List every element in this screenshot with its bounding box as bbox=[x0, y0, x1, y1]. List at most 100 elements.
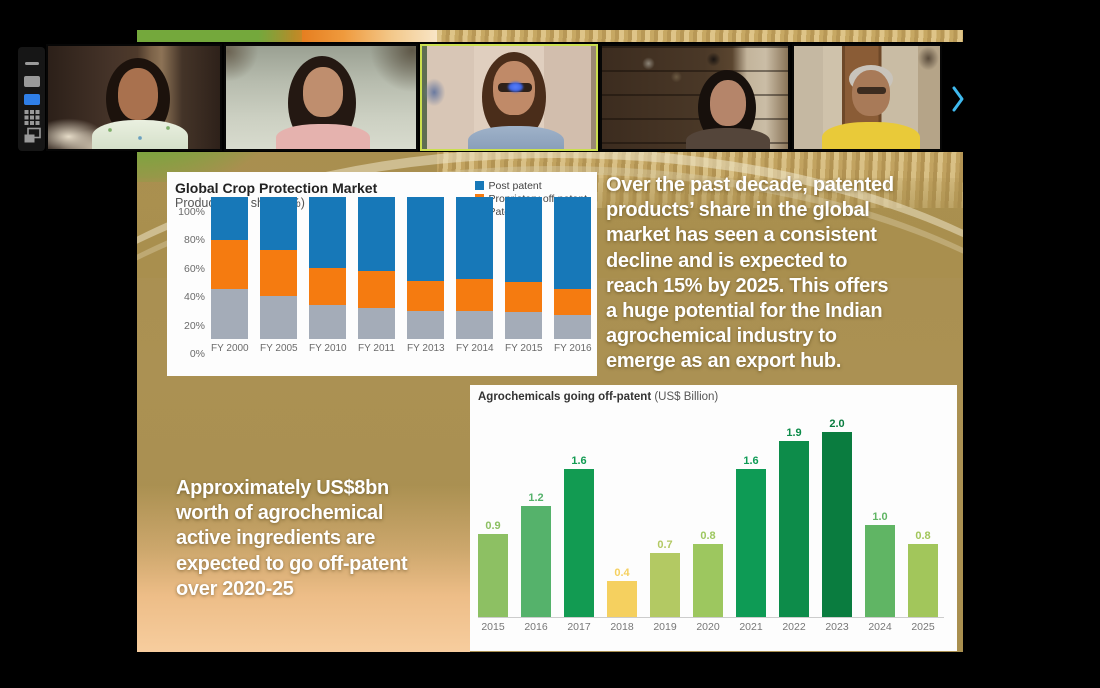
participant-video-4[interactable] bbox=[600, 44, 790, 151]
y-tick-label: 80% bbox=[183, 234, 205, 247]
x-tick-label: FY 2005 bbox=[260, 343, 298, 354]
y-tick-label: 100% bbox=[178, 206, 205, 218]
bar-value-label: 1.6 bbox=[571, 455, 587, 467]
bar-segment-proprietary-off-patent bbox=[554, 289, 591, 315]
bar-stack bbox=[358, 197, 395, 339]
bar bbox=[607, 581, 637, 618]
collapse-filmstrip-button[interactable] bbox=[22, 55, 42, 71]
bar-value-label: 0.7 bbox=[657, 539, 673, 551]
bar-column: 1.9 2022 bbox=[779, 427, 809, 633]
bar-stack bbox=[309, 197, 346, 339]
x-tick-label: 2016 bbox=[524, 621, 548, 633]
person-torso bbox=[276, 124, 370, 149]
bar-segment-patent bbox=[505, 312, 542, 339]
slide-gradient-corner bbox=[137, 485, 470, 652]
grid-icon bbox=[24, 109, 39, 125]
person-torso bbox=[92, 120, 188, 149]
bar-segment-patent bbox=[211, 289, 248, 339]
y-tick-label: 40% bbox=[183, 291, 205, 304]
chart-title-row: Agrochemicals going off-patent (US$ Bill… bbox=[470, 385, 957, 407]
bar-segment-proprietary-off-patent bbox=[456, 279, 493, 311]
bar-stack bbox=[554, 197, 591, 339]
x-tick-label: FY 2015 bbox=[505, 343, 543, 354]
bar-segment-post-patent bbox=[407, 197, 444, 281]
x-tick-label: FY 2000 bbox=[211, 343, 249, 354]
bar-segment-post-patent bbox=[554, 197, 591, 290]
x-tick-label: 2020 bbox=[696, 621, 720, 633]
more-participants-button[interactable] bbox=[950, 84, 966, 119]
chart-title: Agrochemicals going off-patent bbox=[478, 391, 652, 403]
chart-title: Global Crop Protection Market bbox=[175, 180, 378, 196]
participant-video-2[interactable] bbox=[224, 44, 418, 151]
participant-video-3-active-speaker[interactable] bbox=[420, 44, 598, 151]
bar bbox=[908, 544, 938, 618]
stacked-bar-column: FY 2000 bbox=[211, 197, 249, 354]
speaker-view-button[interactable] bbox=[22, 73, 42, 89]
bar-value-label: 1.0 bbox=[872, 511, 888, 523]
gallery-view-button[interactable] bbox=[22, 109, 42, 125]
x-tick-label: FY 2013 bbox=[407, 343, 445, 354]
x-tick-label: 2015 bbox=[481, 621, 505, 633]
bar-column: 0.8 2020 bbox=[693, 530, 723, 633]
person-head bbox=[118, 68, 158, 120]
bar bbox=[478, 534, 508, 618]
minus-icon bbox=[24, 62, 39, 65]
glasses bbox=[857, 87, 886, 94]
y-tick-label: 0% bbox=[189, 347, 205, 360]
bar bbox=[779, 441, 809, 618]
x-axis-line bbox=[478, 617, 944, 618]
bar-segment-post-patent bbox=[260, 197, 297, 250]
bar-segment-post-patent bbox=[211, 197, 248, 240]
filmstrip-window-icon bbox=[23, 94, 40, 105]
bar-segment-patent bbox=[358, 307, 395, 339]
bar-segment-patent bbox=[407, 310, 444, 339]
person-torso bbox=[468, 126, 564, 149]
bar-segment-proprietary-off-patent bbox=[211, 239, 248, 290]
filmstrip-view-button-active[interactable] bbox=[22, 91, 42, 107]
x-tick-label: 2022 bbox=[782, 621, 806, 633]
x-tick-label: 2019 bbox=[653, 621, 677, 633]
x-tick-label: 2017 bbox=[567, 621, 591, 633]
stacked-bar-column: FY 2010 bbox=[309, 197, 347, 354]
bar-column: 1.6 2021 bbox=[736, 455, 766, 633]
person-torso bbox=[686, 128, 770, 149]
x-tick-label: FY 2011 bbox=[358, 343, 395, 354]
layered-windows-icon bbox=[24, 127, 41, 142]
bar-segment-patent bbox=[260, 296, 297, 339]
participant-video-5[interactable] bbox=[792, 44, 942, 151]
bar-column: 2.0 2023 bbox=[822, 418, 852, 633]
bar-segment-proprietary-off-patent bbox=[260, 249, 297, 297]
bar-stack bbox=[211, 197, 248, 339]
participant-video-1[interactable] bbox=[46, 44, 222, 151]
bar-segment-post-patent bbox=[456, 197, 493, 280]
bar-stack bbox=[456, 197, 493, 339]
bar-column: 1.0 2024 bbox=[865, 511, 895, 633]
bar-segment-proprietary-off-patent bbox=[309, 268, 346, 305]
off-patent-text: Approximately US$8bn worth of agrochemic… bbox=[176, 477, 408, 600]
bar bbox=[822, 432, 852, 618]
video-layout-controls bbox=[18, 47, 45, 151]
thumbnail-view-button[interactable] bbox=[22, 127, 42, 143]
chevron-right-icon bbox=[952, 86, 964, 112]
x-tick-label: FY 2014 bbox=[456, 343, 494, 354]
bar-column: 1.2 2016 bbox=[521, 492, 551, 633]
stacked-bar-column: FY 2015 bbox=[505, 197, 543, 354]
stacked-bar-column: FY 2005 bbox=[260, 197, 298, 354]
legend-swatch bbox=[474, 181, 484, 190]
bar-segment-patent bbox=[309, 304, 346, 339]
bar-value-label: 0.8 bbox=[700, 530, 716, 542]
x-tick-label: FY 2016 bbox=[554, 343, 592, 354]
bar-segment-proprietary-off-patent bbox=[358, 270, 395, 308]
bar-stack bbox=[407, 197, 444, 339]
value-bars: 0.9 2015 1.2 2016 1.6 2017 0.4 2018 0.7 2019 0.8 20… bbox=[478, 417, 944, 633]
single-window-icon bbox=[23, 76, 40, 87]
bar-stack bbox=[505, 197, 542, 339]
bar bbox=[865, 525, 895, 618]
x-tick-label: 2024 bbox=[868, 621, 892, 633]
bar bbox=[650, 553, 680, 618]
person-torso bbox=[822, 122, 920, 149]
x-tick-label: 2025 bbox=[911, 621, 935, 633]
stacked-bar-column: FY 2013 bbox=[407, 197, 445, 354]
bar bbox=[521, 506, 551, 618]
stacked-bar-column: FY 2011 bbox=[358, 197, 395, 354]
